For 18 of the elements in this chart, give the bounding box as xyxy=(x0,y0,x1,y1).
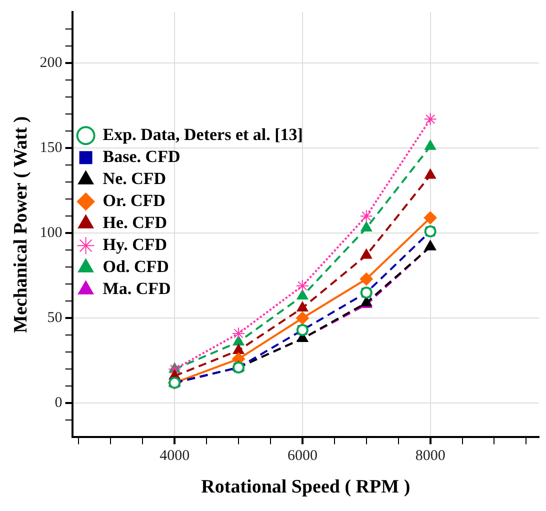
y-tick-label: 200 xyxy=(40,54,62,71)
y-tick-label: 100 xyxy=(40,225,62,242)
legend-label: Hy. CFD xyxy=(102,234,168,254)
legend-label: Od. CFD xyxy=(102,256,169,276)
x-tick-label: 4000 xyxy=(160,448,190,464)
y-tick-label: 150 xyxy=(40,140,62,156)
x-axis-title: Rotational Speed ( RPM ) xyxy=(201,476,410,498)
legend-label: Or. CFD xyxy=(102,190,166,210)
y-tick-label: 0 xyxy=(54,395,62,412)
legend-label: Base. CFD xyxy=(102,146,180,166)
legend-label: Exp. Data, Deters et al. [13] xyxy=(102,124,303,144)
y-axis-title: Mechanical Power ( Watt ) xyxy=(10,116,32,333)
legend-label: Ne. CFD xyxy=(102,168,166,188)
legend-label: Ma. CFD xyxy=(102,278,171,298)
x-tick-label: 6000 xyxy=(287,448,318,464)
legend-label: He. CFD xyxy=(102,212,168,232)
x-tick-label: 8000 xyxy=(415,448,446,464)
y-tick-label: 50 xyxy=(47,310,62,326)
